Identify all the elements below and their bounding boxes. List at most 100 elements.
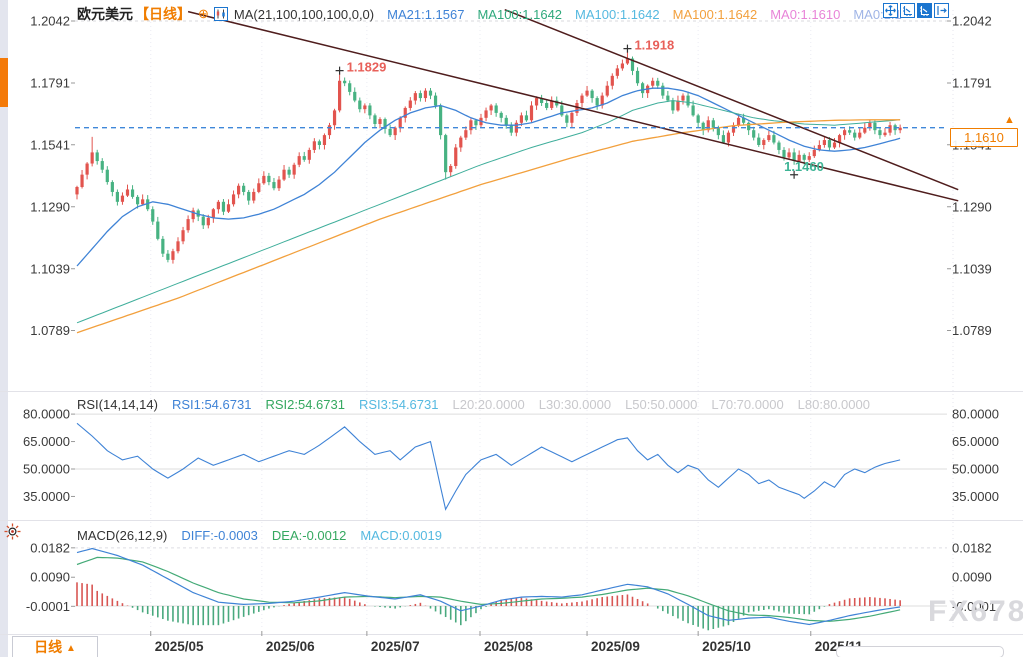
chart-toolbar	[883, 3, 949, 18]
candle-body	[534, 98, 539, 106]
candle-body	[752, 130, 756, 138]
add-indicator-icon[interactable]: ⊕	[198, 6, 209, 21]
legend-item: RSI2:54.6731	[265, 397, 345, 412]
legend-item: MA0:1.1610	[770, 6, 841, 22]
watermark: FX678	[928, 595, 1023, 628]
candle-body	[80, 174, 84, 187]
candle-body	[484, 110, 488, 118]
rsi-line	[76, 422, 901, 511]
macd-axis-label: 0.0090	[30, 570, 70, 585]
candle-body	[206, 217, 210, 226]
candle-body	[418, 93, 422, 99]
candle-body	[115, 191, 119, 202]
candle-body	[292, 164, 296, 175]
price-axis-label: 1.2042	[952, 14, 992, 29]
axis-zoom-active-icon[interactable]	[917, 3, 932, 18]
legend-item: DIFF:-0.0003	[181, 528, 258, 543]
horizontal-scrollbar[interactable]	[836, 646, 1004, 657]
candle-body	[171, 251, 175, 260]
candle-body	[625, 58, 630, 64]
timeframe-button[interactable]: 日线 ▲	[12, 636, 98, 657]
candle-body	[363, 105, 367, 110]
crosshair-settings-icon[interactable]	[3, 522, 22, 541]
candle-body	[615, 68, 619, 76]
rsi-legend: RSI1:54.6731 RSI2:54.6731 RSI3:54.6731 L20:…	[172, 397, 884, 412]
candle-body	[186, 219, 190, 231]
candle-body	[287, 169, 291, 175]
candle-chart-icon[interactable]	[213, 5, 228, 24]
candle-body	[338, 80, 342, 111]
period-tag: 【日线】	[135, 6, 191, 22]
ma-line-MA100-orange	[76, 119, 901, 334]
extreme-marker	[623, 44, 632, 53]
axis-zoom-icon[interactable]	[900, 3, 915, 18]
ma-line-MA100-teal	[76, 99, 901, 324]
candle-body	[676, 100, 680, 111]
candle-body	[469, 120, 473, 131]
candle-body	[231, 194, 236, 205]
legend-item: MA100:1.1642	[672, 6, 758, 22]
exit-chart-icon[interactable]	[934, 3, 949, 18]
candle-body	[247, 191, 251, 201]
candle-body	[272, 182, 276, 189]
macd-axis-label: 0.0090	[952, 570, 992, 585]
candle-body	[136, 196, 140, 205]
ma-line-MA21	[76, 87, 901, 267]
candle-body	[499, 112, 503, 118]
candle-body	[464, 130, 468, 138]
candle-body	[858, 132, 862, 138]
macd-axis-label: -0.0001	[26, 599, 70, 614]
candle-body	[540, 98, 544, 104]
candle-body	[282, 169, 286, 180]
candle-body	[605, 85, 609, 96]
candle-body	[641, 83, 645, 94]
rsi-axis-label: 50.0000	[23, 462, 70, 477]
candle-body	[262, 175, 266, 184]
time-axis-label: 2025/05	[155, 639, 204, 654]
candle-body	[211, 209, 215, 218]
candle-body	[307, 149, 311, 160]
candle-body	[141, 199, 145, 205]
price-axis-label: 1.1791	[952, 76, 992, 91]
price-axis-label: 1.1791	[30, 76, 70, 91]
candle-body	[368, 105, 372, 116]
legend-item: MA21:1.1567	[387, 6, 465, 22]
candle-body	[666, 95, 670, 101]
pan-icon[interactable]	[883, 3, 898, 18]
candle-body	[777, 142, 781, 150]
candle-body	[873, 122, 877, 131]
price-axis-label: 1.1290	[952, 199, 992, 214]
candle-body	[156, 221, 160, 239]
candle-body	[711, 120, 715, 128]
candle-body	[878, 130, 882, 136]
candle-body	[388, 128, 392, 136]
rsi-header: RSI(14,14,14) RSI1:54.6731 RSI2:54.6731 RSI…	[77, 397, 898, 412]
candle-body	[792, 152, 796, 162]
macd-diff-line	[76, 547, 901, 626]
left-toolbar-rail[interactable]	[0, 0, 8, 657]
candle-body	[529, 105, 534, 121]
candle-body	[509, 125, 513, 133]
ma-legend: MA21:1.1567 MA100:1.1642 MA100:1.1642 MA100…	[374, 7, 902, 22]
candle-body	[408, 100, 412, 108]
candle-body	[201, 216, 205, 226]
time-axis-label: 2025/08	[484, 639, 533, 654]
current-price-tag: 1.1610	[950, 128, 1018, 147]
candle-body	[75, 186, 79, 195]
legend-item: L80:80.0000	[797, 397, 870, 412]
candle-body	[635, 70, 640, 84]
candle-body	[524, 115, 529, 121]
left-toolbar-active-indicator	[0, 58, 8, 107]
candle-body	[620, 63, 624, 69]
candle-body	[322, 135, 327, 145]
candle-body	[762, 140, 766, 145]
candle-body	[519, 115, 523, 123]
candle-body	[444, 135, 448, 173]
legend-item: L30:30.0000	[538, 397, 612, 412]
legend-item: MACD:0.0019	[360, 528, 442, 543]
candle-body	[550, 100, 554, 108]
candle-body	[545, 103, 549, 108]
candle-body	[413, 93, 417, 101]
candle-body	[772, 135, 776, 143]
